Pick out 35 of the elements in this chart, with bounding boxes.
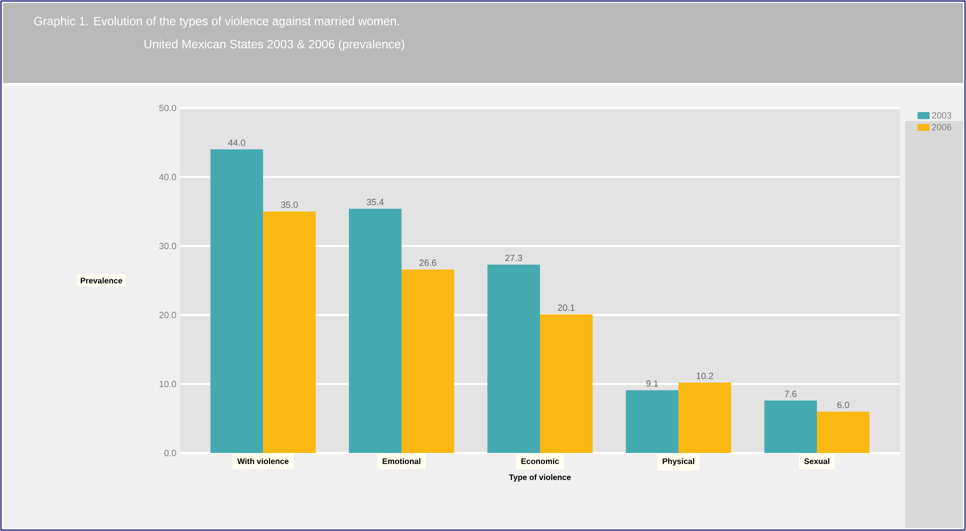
chart-title: Graphic 1. Evolution of the types of violence against married women. — [34, 16, 400, 28]
bar — [348, 208, 402, 453]
data-label: 27.3 — [505, 254, 522, 262]
data-label: 7.6 — [784, 390, 796, 398]
bar — [678, 382, 732, 453]
data-label: 35.0 — [280, 202, 298, 208]
bar — [402, 269, 454, 453]
data-label: 10.2 — [696, 372, 714, 380]
bar — [764, 400, 817, 453]
y-tick-label: 40.0 — [159, 174, 176, 180]
x-tick-label: Sexual — [804, 458, 830, 464]
data-label: 6.0 — [837, 402, 850, 408]
data-label: 44.0 — [228, 139, 246, 146]
bar — [816, 412, 870, 453]
x-tick-label: With violence — [237, 458, 289, 464]
x-tick-label: Emotional — [382, 458, 420, 464]
chart-subtitle: United Mexican States 2003 & 2006 (prevalence) — [144, 40, 404, 51]
bar — [487, 264, 540, 453]
bar — [626, 390, 678, 453]
y-tick-label: 50.0 — [159, 104, 176, 112]
bar — [540, 314, 593, 453]
data-label: 20.1 — [558, 304, 575, 311]
y-tick-label: 0.0 — [164, 450, 176, 456]
x-axis-title: Type of violence — [509, 474, 571, 482]
legend-label: 2003 — [932, 112, 952, 119]
x-tick-label: Economic — [521, 458, 559, 464]
data-label: 26.6 — [420, 260, 436, 266]
y-axis-title: Prevalence — [80, 278, 122, 284]
legend-label: 2006 — [932, 124, 952, 130]
y-tick-label: 30.0 — [159, 242, 176, 250]
y-tick-label: 10.0 — [160, 380, 176, 388]
x-tick-label: Physical — [662, 458, 694, 466]
data-label: 9.1 — [646, 380, 658, 387]
data-label: 35.4 — [366, 198, 384, 206]
y-tick-label: 20.0 — [159, 312, 176, 318]
